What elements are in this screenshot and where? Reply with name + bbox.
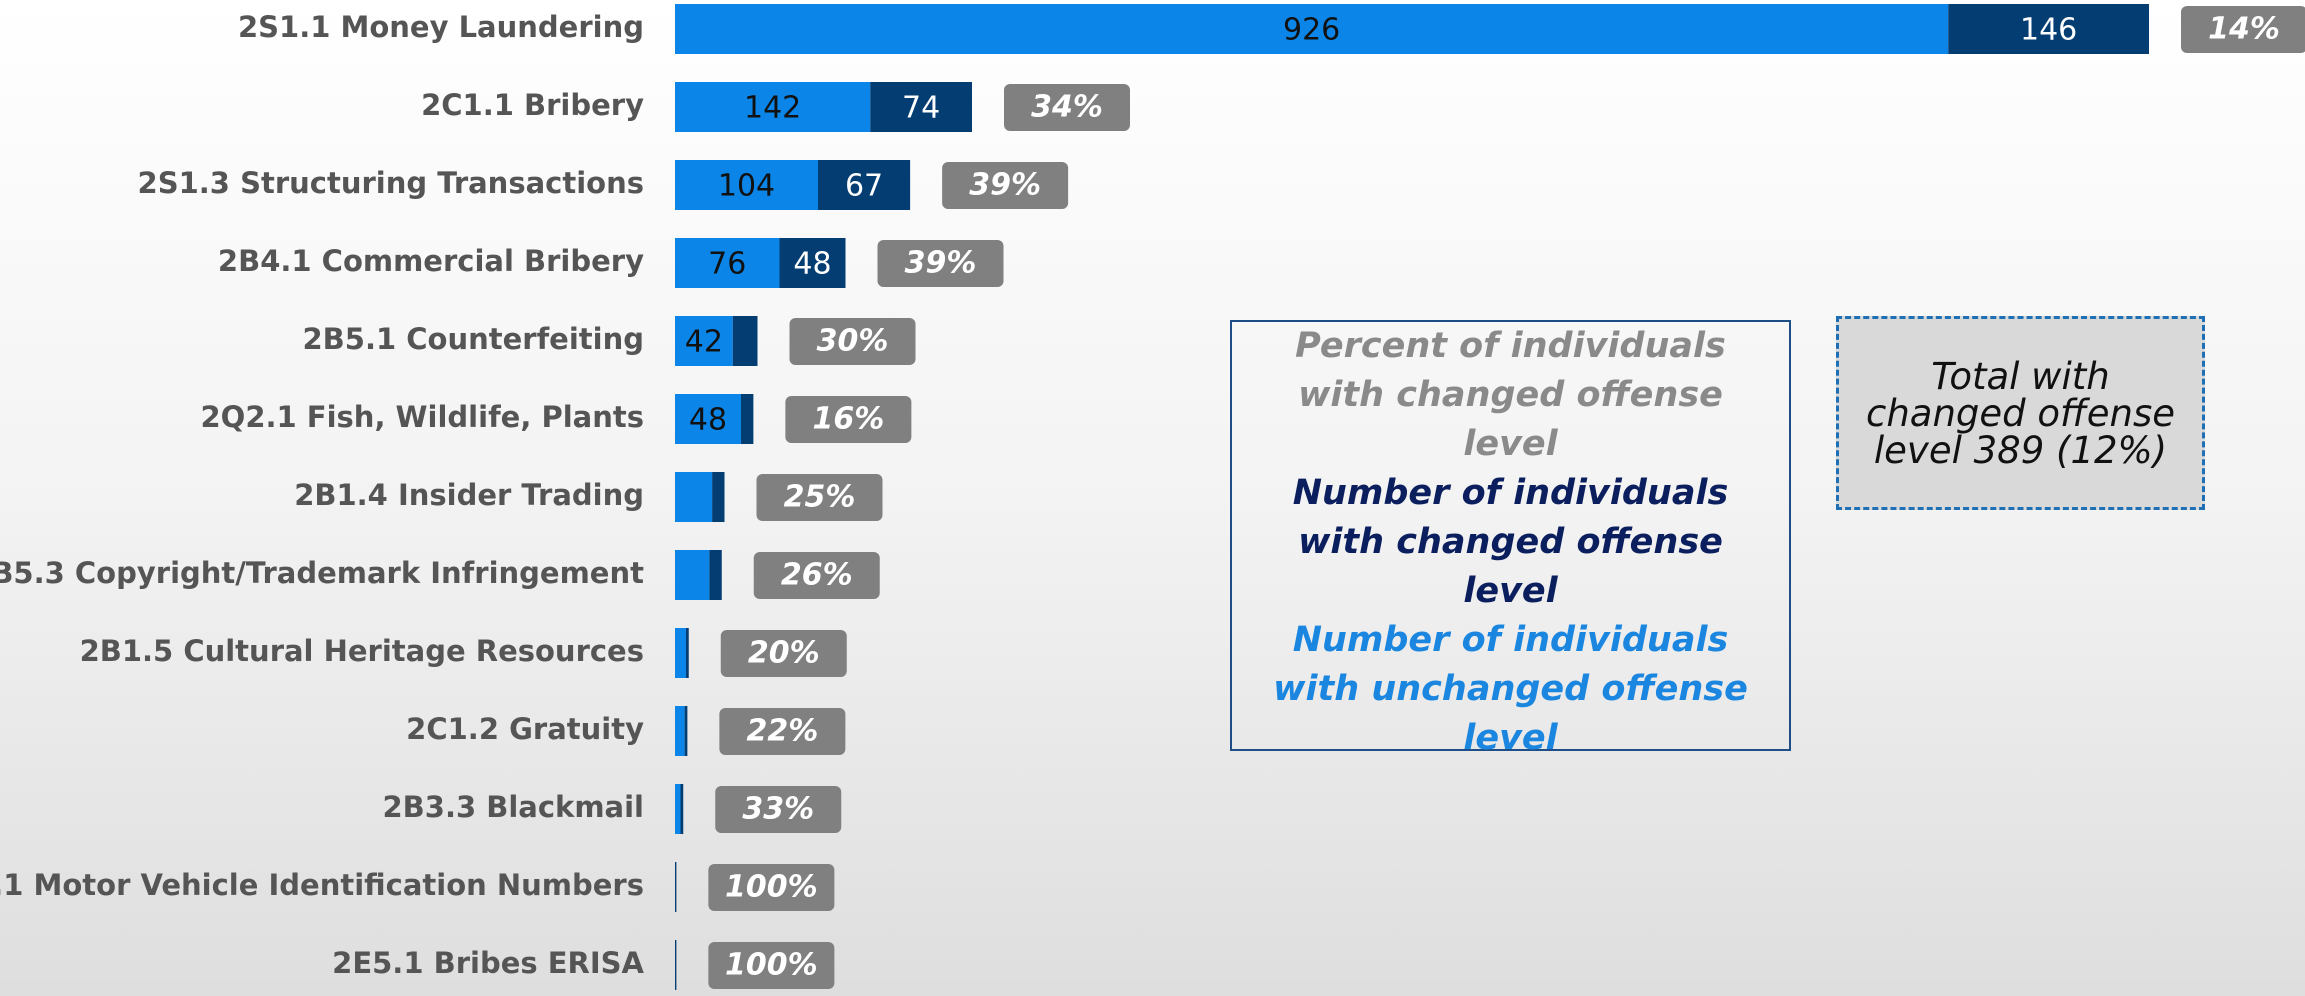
percent-label: 100% [725, 948, 818, 983]
bar-segment [712, 472, 725, 522]
bar-segment [1948, 4, 2149, 54]
percent-label: 20% [748, 636, 820, 671]
bar-segment [675, 238, 780, 288]
bar-segment [675, 862, 677, 912]
data-label: 48 [793, 247, 831, 282]
percent-badge [720, 630, 847, 677]
percent-label: 22% [746, 714, 818, 749]
bar-segment [709, 550, 722, 600]
bar-segment [779, 238, 846, 288]
category-label: 2E5.1 Bribes ERISA [332, 946, 644, 980]
category-label: 2B1.5 Cultural Heritage Resources [80, 634, 644, 668]
percent-badge [708, 864, 835, 911]
bar-segment [675, 316, 733, 366]
bar-segment [675, 82, 871, 132]
data-label: 42 [685, 325, 723, 360]
data-label: 926 [1283, 13, 1340, 48]
category-label: 2B1.4 Insider Trading [294, 478, 644, 512]
percent-label: 34% [1031, 90, 1103, 125]
bar-segment [870, 82, 972, 132]
bar-segment [675, 784, 681, 834]
bar-segment [741, 394, 754, 444]
percent-badge [789, 318, 916, 365]
percent-badge [708, 942, 835, 989]
bar-segment [680, 784, 684, 834]
bar-segment [732, 316, 758, 366]
percent-label: 39% [969, 168, 1041, 203]
percent-badge [719, 708, 846, 755]
data-label: 142 [744, 91, 801, 126]
category-label: 2C1.2 Gratuity [406, 712, 644, 746]
data-label: 104 [718, 169, 775, 204]
percent-badge [715, 786, 842, 833]
bar-segment [675, 4, 1949, 54]
category-label: 2B3.3 Blackmail [382, 790, 644, 824]
category-label: 2S1.3 Structuring Transactions [138, 166, 644, 200]
category-label: 2B6.1 Motor Vehicle Identification Numbe… [0, 868, 644, 902]
category-label: 2B4.1 Commercial Bribery [218, 244, 644, 278]
percent-label: 14% [2208, 12, 2280, 47]
bar-segment [686, 628, 689, 678]
percent-label: 39% [905, 246, 977, 281]
data-label: 48 [689, 403, 727, 438]
category-label: 2Q2.1 Fish, Wildlife, Plants [200, 400, 644, 434]
category-label: 2B5.1 Counterfeiting [302, 322, 644, 356]
percent-badge [785, 396, 912, 443]
bar-segment [675, 550, 710, 600]
percent-badge [753, 552, 880, 599]
legend-entry: Percent of individuals with changed offe… [1295, 326, 1726, 464]
bar-segment [675, 472, 713, 522]
category-label: 2S1.1 Money Laundering [238, 10, 644, 44]
data-label: 76 [708, 247, 746, 282]
legend-entry: Number of individuals with unchanged off… [1273, 620, 1748, 758]
legend-entry: Number of individuals with changed offen… [1292, 473, 1729, 611]
percent-badge [1004, 84, 1130, 131]
data-label: 74 [902, 91, 940, 126]
percent-label: 26% [781, 558, 853, 593]
percent-label: 16% [812, 402, 884, 437]
percent-badge [877, 240, 1004, 287]
percent-badge [756, 474, 883, 521]
bar-segment [675, 706, 685, 756]
percent-label: 30% [817, 324, 889, 359]
percent-badge [2181, 6, 2305, 53]
bar-segment [684, 706, 688, 756]
percent-badge [942, 162, 1069, 209]
annotation: Total with changed offense level 389 (12… [1836, 316, 2205, 510]
data-label: 146 [2020, 13, 2077, 48]
bar-segment [675, 940, 677, 990]
bar-segment [675, 160, 818, 210]
percent-label: 25% [784, 480, 856, 515]
percent-label: 33% [742, 792, 814, 827]
category-label: 2C1.1 Bribery [421, 88, 644, 122]
percent-label: 100% [725, 870, 818, 905]
bar-segment [675, 628, 686, 678]
category-label: 2B5.3 Copyright/Trademark Infringement [0, 556, 644, 590]
bar-segment [675, 394, 741, 444]
data-label: 67 [845, 169, 883, 204]
legend: Percent of individuals with changed offe… [1230, 320, 1791, 758]
bar-segment [818, 160, 911, 210]
